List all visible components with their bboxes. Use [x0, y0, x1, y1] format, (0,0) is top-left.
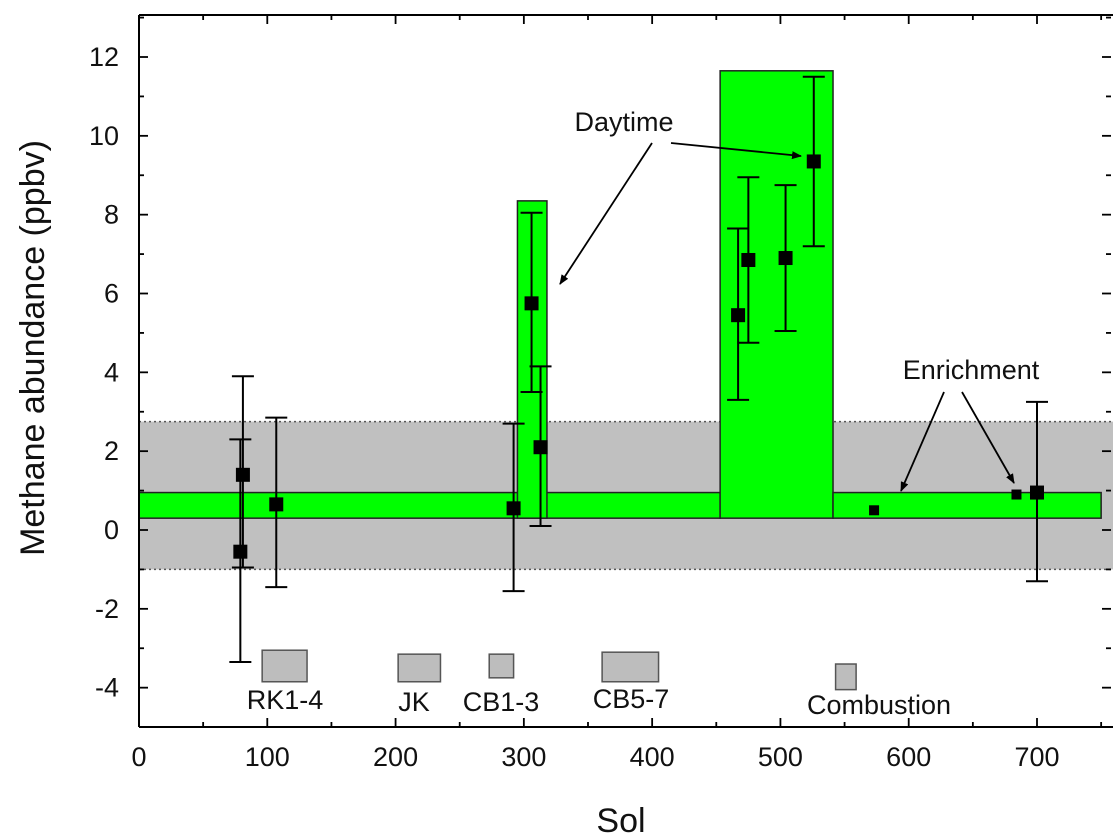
data-point — [524, 296, 539, 311]
x-tick-label: 100 — [245, 742, 290, 772]
activity-box — [601, 651, 660, 683]
axes: 12 10 8 6 4 2 0 -2 -4 0 100 200 300 400 500 600 700 — [89, 14, 1113, 772]
enrichment-arrow-right — [961, 391, 1015, 484]
activity-box — [834, 663, 857, 691]
data-points — [233, 154, 1044, 559]
x-tick-label: 700 — [1014, 742, 1059, 772]
data-point — [235, 467, 250, 482]
y-axis-title: Methane abundance (ppbv) — [14, 140, 52, 556]
annotations: Daytime Enrichment — [559, 107, 1040, 492]
y-tick-label: 8 — [104, 200, 119, 230]
y-tick-label: 4 — [104, 357, 119, 387]
y-tick-label: -4 — [95, 673, 119, 703]
activity-box-label: JK — [398, 687, 430, 717]
data-point — [269, 497, 284, 512]
annotation-enrichment: Enrichment — [903, 355, 1040, 385]
green-region — [719, 70, 834, 519]
y-tick-label: 6 — [104, 279, 119, 309]
activity-box — [261, 649, 308, 683]
y-tick-label: 0 — [104, 515, 119, 545]
x-tick-label: 400 — [630, 742, 675, 772]
activity-box-label: CB1-3 — [463, 687, 540, 717]
x-axis-title: Sol — [596, 802, 645, 838]
y-tick-label: -2 — [95, 594, 119, 624]
x-tick-label: 0 — [131, 742, 146, 772]
activity-box-label: RK1-4 — [247, 685, 324, 715]
daytime-arrow-left — [559, 142, 653, 285]
data-point — [533, 440, 548, 455]
y-tick-label: 12 — [89, 42, 119, 72]
data-point — [778, 251, 793, 266]
data-point — [731, 308, 746, 323]
x-tick-label: 200 — [373, 742, 418, 772]
data-point — [806, 154, 821, 169]
data-point — [869, 505, 880, 516]
y-tick-label: 10 — [89, 121, 119, 151]
daytime-arrow-right — [670, 142, 802, 160]
data-point — [233, 544, 248, 559]
activity-box — [397, 653, 442, 683]
data-point — [1030, 485, 1044, 500]
x-tick-label: 500 — [758, 742, 803, 772]
activity-box-label: Combustion — [807, 690, 951, 720]
x-tick-label: 600 — [886, 742, 931, 772]
data-point — [741, 252, 756, 267]
activity-boxes: RK1-4 JK CB1-3 CB5-7 Combustion — [247, 649, 951, 720]
y-tick-label: 2 — [104, 436, 119, 466]
annotation-daytime: Daytime — [574, 107, 673, 137]
activity-box-label: CB5-7 — [593, 684, 670, 714]
data-point — [506, 501, 521, 516]
x-tick-label: 300 — [501, 742, 546, 772]
enrichment-arrow-left — [900, 391, 945, 492]
green-region — [138, 491, 721, 519]
activity-box — [488, 653, 515, 679]
data-point — [1011, 489, 1022, 500]
